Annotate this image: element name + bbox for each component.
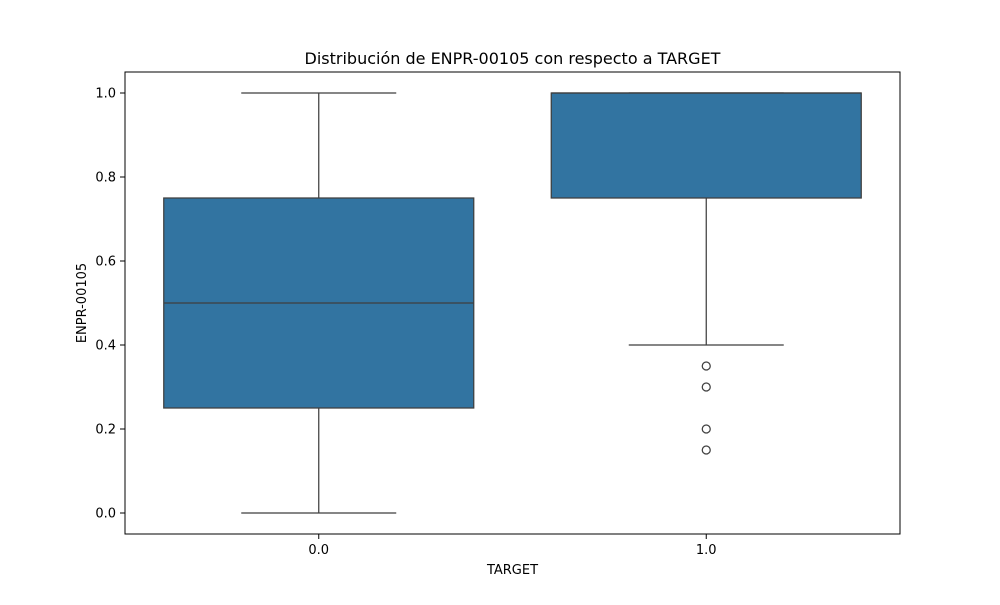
y-tick-label: 0.8 (95, 171, 116, 186)
outlier-point (701, 445, 711, 455)
iqr-box (550, 92, 862, 199)
outlier-point (701, 382, 711, 392)
y-tick-label: 0.4 (95, 339, 116, 354)
x-axis-label: TARGET (486, 563, 538, 578)
y-tick-label: 0.0 (95, 507, 116, 522)
x-tick-label: 0.0 (308, 543, 329, 558)
plot-frame (124, 71, 901, 535)
y-axis: 0.0 0.2 0.4 0.6 0.8 1.0 (95, 87, 125, 522)
y-tick-label: 0.2 (95, 423, 116, 438)
box-group-0.0 (163, 92, 475, 514)
outlier-point (701, 424, 711, 434)
box-group-1.0 (550, 92, 862, 455)
outlier-point (701, 361, 711, 371)
x-axis: 0.0 1.0 (308, 534, 717, 558)
chart-title: Distribución de ENPR-00105 con respecto … (305, 49, 721, 68)
plot-area (163, 92, 862, 514)
y-tick-label: 1.0 (95, 87, 116, 102)
x-tick-label: 1.0 (696, 543, 717, 558)
y-axis-label: ENPR-00105 (75, 263, 90, 343)
y-tick-label: 0.6 (95, 255, 116, 270)
